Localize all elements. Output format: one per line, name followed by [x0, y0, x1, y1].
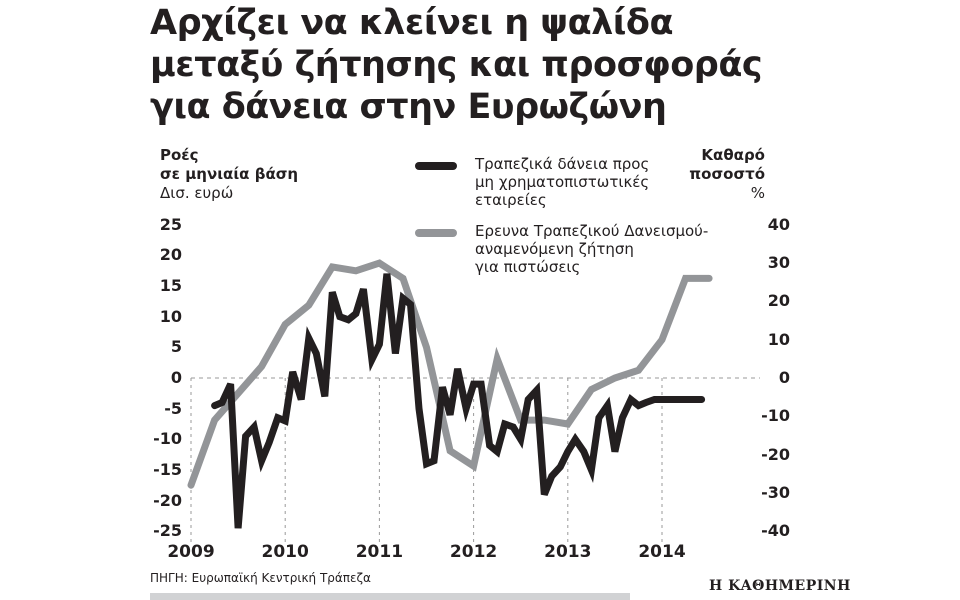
left-tick-label: -15: [153, 459, 182, 479]
survey-series-line: [187, 259, 713, 489]
x-tick-label: 2013: [544, 542, 592, 562]
x-tick-label: 2009: [167, 542, 215, 562]
left-tick-label: 20: [159, 245, 182, 265]
right-tick-label: 30: [767, 253, 790, 273]
right-tick-label: 10: [767, 329, 790, 349]
left-tick-label: 0: [170, 368, 182, 387]
right-tick-label: 0: [778, 368, 790, 387]
right-tick-label: 20: [767, 291, 790, 311]
x-tick-label: 2010: [261, 542, 309, 562]
left-axis-label-line-1: Ροές: [160, 146, 199, 164]
right-axis-label: Καθαρό ποσοστό %: [689, 146, 765, 203]
left-tick-label: -10: [153, 429, 182, 449]
chart-title: Αρχίζει να κλείνει η ψαλίδα μεταξύ ζήτησ…: [150, 2, 763, 128]
right-tick-label: 40: [767, 214, 790, 234]
left-tick-label: -25: [153, 521, 182, 541]
left-axis-label: Ροές σε μηνιαία βάση Δισ. ευρώ: [160, 146, 298, 203]
right-tick-label: -30: [761, 482, 790, 502]
legend-swatch-survey-icon: [415, 229, 457, 237]
legend-item-loans: Τραπεζικά δάνεια προς μη χρηματοπιστωτικ…: [415, 155, 708, 209]
source-note: ΠΗΓΗ: Ευρωπαϊκή Κεντρική Τράπεζα: [150, 571, 371, 585]
chart-legend: Τραπεζικά δάνεια προς μη χρηματοπιστωτικ…: [415, 155, 708, 289]
publisher-logo: Η ΚΑΘΗΜΕΡΙΝΗ: [709, 578, 851, 594]
title-line-3: για δάνεια στην Ευρωζώνη: [150, 87, 667, 127]
title-line-1: Αρχίζει να κλείνει η ψαλίδα: [150, 3, 674, 43]
x-tick-label: 2014: [638, 542, 686, 562]
legend-item-survey: Ερευνα Τραπεζικού Δανεισμού- αναμενόμενη…: [415, 222, 708, 276]
right-tick-label: -10: [761, 406, 790, 426]
legend-swatch-loans-icon: [415, 162, 457, 170]
left-axis-label-line-2: σε μηνιαία βάση: [160, 165, 299, 183]
legend-label-loans: Τραπεζικά δάνεια προς μη χρηματοπιστωτικ…: [475, 155, 650, 209]
grid-lines: [190, 377, 760, 545]
right-axis-unit: %: [750, 184, 765, 202]
x-tick-label: 2012: [449, 542, 498, 562]
left-tick-label: 25: [159, 214, 182, 234]
right-axis-label-line-2: ποσοστό: [689, 165, 765, 183]
right-tick-label: -40: [761, 521, 790, 541]
x-tick-label: 2011: [355, 542, 404, 562]
legend-label-survey: Ερευνα Τραπεζικού Δανεισμού- αναμενόμενη…: [475, 222, 709, 276]
right-axis-label-line-1: Καθαρό: [701, 146, 765, 164]
loans-series-line: [211, 273, 706, 529]
right-tick-label: -20: [761, 444, 790, 464]
title-line-2: μεταξύ ζήτησης και προσφοράς: [150, 45, 763, 85]
left-tick-label: -5: [164, 398, 182, 418]
left-tick-label: 5: [170, 337, 182, 357]
left-tick-label: -20: [153, 490, 182, 510]
left-axis-unit: Δισ. ευρώ: [160, 184, 234, 202]
footer-bar: [150, 593, 630, 600]
left-tick-label: 10: [159, 306, 182, 326]
left-tick-label: 15: [159, 276, 182, 296]
